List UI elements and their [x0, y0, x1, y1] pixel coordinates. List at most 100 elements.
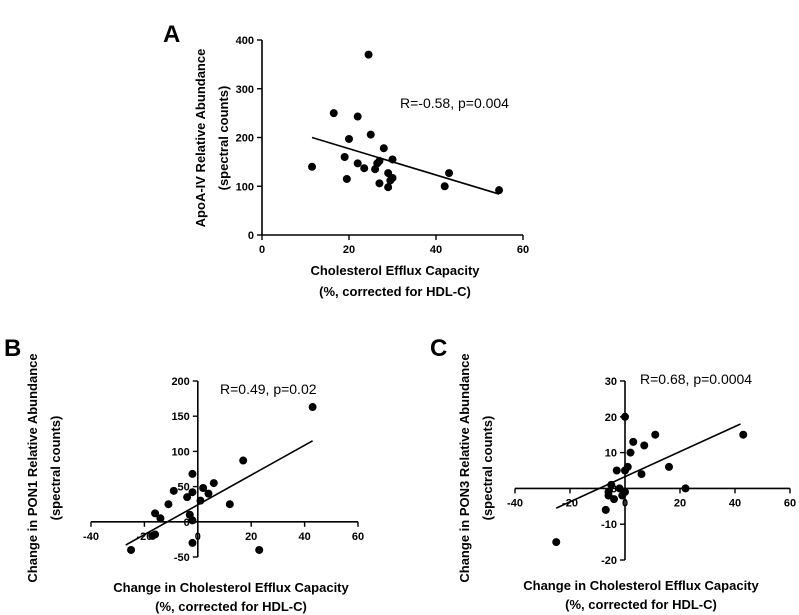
data-point	[183, 493, 192, 502]
data-point	[164, 500, 173, 509]
x-tick-label: 0	[195, 531, 201, 543]
data-point	[379, 144, 388, 153]
y-tick-label: 300	[236, 84, 254, 96]
regression-line	[125, 440, 313, 546]
data-point	[353, 112, 362, 121]
data-point	[308, 162, 317, 171]
y-tick-label: 200	[171, 376, 189, 388]
y-axis-title: Change in PON1 Relative Abundance	[25, 353, 40, 582]
data-point	[342, 174, 351, 183]
data-point	[607, 480, 616, 489]
y-axis-title: (spectral counts)	[48, 416, 63, 521]
data-point	[621, 412, 629, 421]
y-tick-label: 0	[611, 483, 617, 495]
data-point	[329, 109, 338, 118]
y-axis-title: (spectral counts)	[216, 86, 231, 191]
data-point	[188, 469, 197, 478]
data-point	[640, 441, 649, 450]
data-point	[188, 488, 197, 497]
regression-line	[311, 136, 500, 195]
data-point	[199, 484, 208, 493]
data-point	[255, 545, 264, 554]
x-tick-label: 60	[352, 531, 364, 543]
correlation-annotation: R=0.49, p=0.02	[220, 381, 317, 397]
x-tick-label: 0	[259, 244, 265, 256]
y-tick-label: 150	[171, 411, 189, 423]
y-tick-label: 20	[605, 412, 617, 424]
x-tick-label: 40	[430, 244, 442, 256]
data-point	[353, 159, 362, 168]
data-point	[209, 479, 218, 488]
y-tick-label: 100	[236, 181, 254, 193]
x-axis-title: (%, corrected for HDL-C)	[319, 284, 471, 299]
data-point	[629, 437, 638, 446]
data-point	[340, 153, 349, 161]
y-tick-label: 50	[178, 482, 190, 494]
data-point	[151, 509, 160, 518]
x-tick-label: 60	[784, 497, 796, 509]
x-axis-title: (%, corrected for HDL-C)	[155, 599, 307, 614]
x-tick-label: 20	[245, 531, 257, 543]
data-point	[495, 186, 504, 195]
data-point	[156, 514, 165, 523]
data-point	[739, 430, 748, 439]
correlation-annotation: R=0.68, p=0.0004	[640, 371, 752, 387]
data-point	[204, 489, 213, 498]
data-point	[375, 156, 384, 165]
y-tick-label: -10	[601, 519, 617, 531]
x-axis-title: Cholesterol Efflux Capacity	[310, 263, 480, 278]
x-axis-title: (%, corrected for HDL-C)	[565, 597, 717, 612]
data-point	[637, 470, 646, 479]
x-tick-label: 20	[343, 244, 355, 256]
correlation-annotation: R=-0.58, p=0.004	[400, 95, 509, 111]
x-tick-label: 60	[517, 244, 529, 256]
x-tick-label: -40	[507, 497, 523, 509]
y-axis-title: ApoA-IV Relative Abundance	[193, 49, 208, 228]
data-point	[239, 456, 248, 465]
y-tick-label: 100	[171, 446, 189, 458]
data-point	[601, 505, 610, 514]
y-axis-title: (spectral counts)	[480, 416, 495, 521]
data-point	[623, 462, 632, 471]
y-tick-label: -20	[601, 555, 617, 567]
data-point	[375, 179, 384, 188]
panel-label: C	[430, 335, 447, 362]
y-tick-label: 30	[605, 376, 617, 388]
data-point	[308, 403, 317, 412]
y-tick-label: 400	[236, 35, 254, 47]
x-tick-label: 20	[674, 497, 686, 509]
data-point	[169, 486, 178, 495]
regression-line	[555, 423, 741, 509]
data-point	[151, 530, 160, 539]
data-point	[196, 496, 205, 505]
data-point	[440, 182, 449, 191]
data-point	[681, 484, 690, 493]
data-point	[364, 50, 373, 59]
x-tick-label: -40	[83, 531, 99, 543]
y-tick-label: 10	[605, 448, 617, 460]
y-tick-label: -50	[174, 552, 190, 564]
x-tick-label: 0	[622, 497, 628, 509]
data-point	[360, 164, 369, 173]
y-tick-label: 0	[184, 517, 190, 529]
x-tick-label: 40	[729, 497, 741, 509]
data-point	[384, 183, 393, 192]
data-point	[388, 155, 397, 164]
x-axis-title: Change in Cholesterol Efflux Capacity	[113, 580, 349, 595]
data-point	[188, 516, 197, 525]
data-point	[621, 487, 629, 496]
data-point	[345, 134, 353, 143]
data-point	[665, 462, 673, 471]
y-tick-label: 0	[248, 230, 254, 242]
data-point	[612, 466, 621, 475]
data-point	[445, 169, 454, 178]
panel-label: A	[163, 21, 180, 48]
data-point	[552, 538, 561, 547]
data-point	[651, 430, 660, 439]
data-point	[366, 130, 375, 139]
y-tick-label: 200	[236, 133, 254, 145]
data-point	[188, 538, 197, 547]
data-point	[225, 500, 234, 509]
panel-b: B -40 -20 0 20 40 60 -50 0 50 100 150 200 R=0.49, p=0…	[4, 335, 364, 614]
